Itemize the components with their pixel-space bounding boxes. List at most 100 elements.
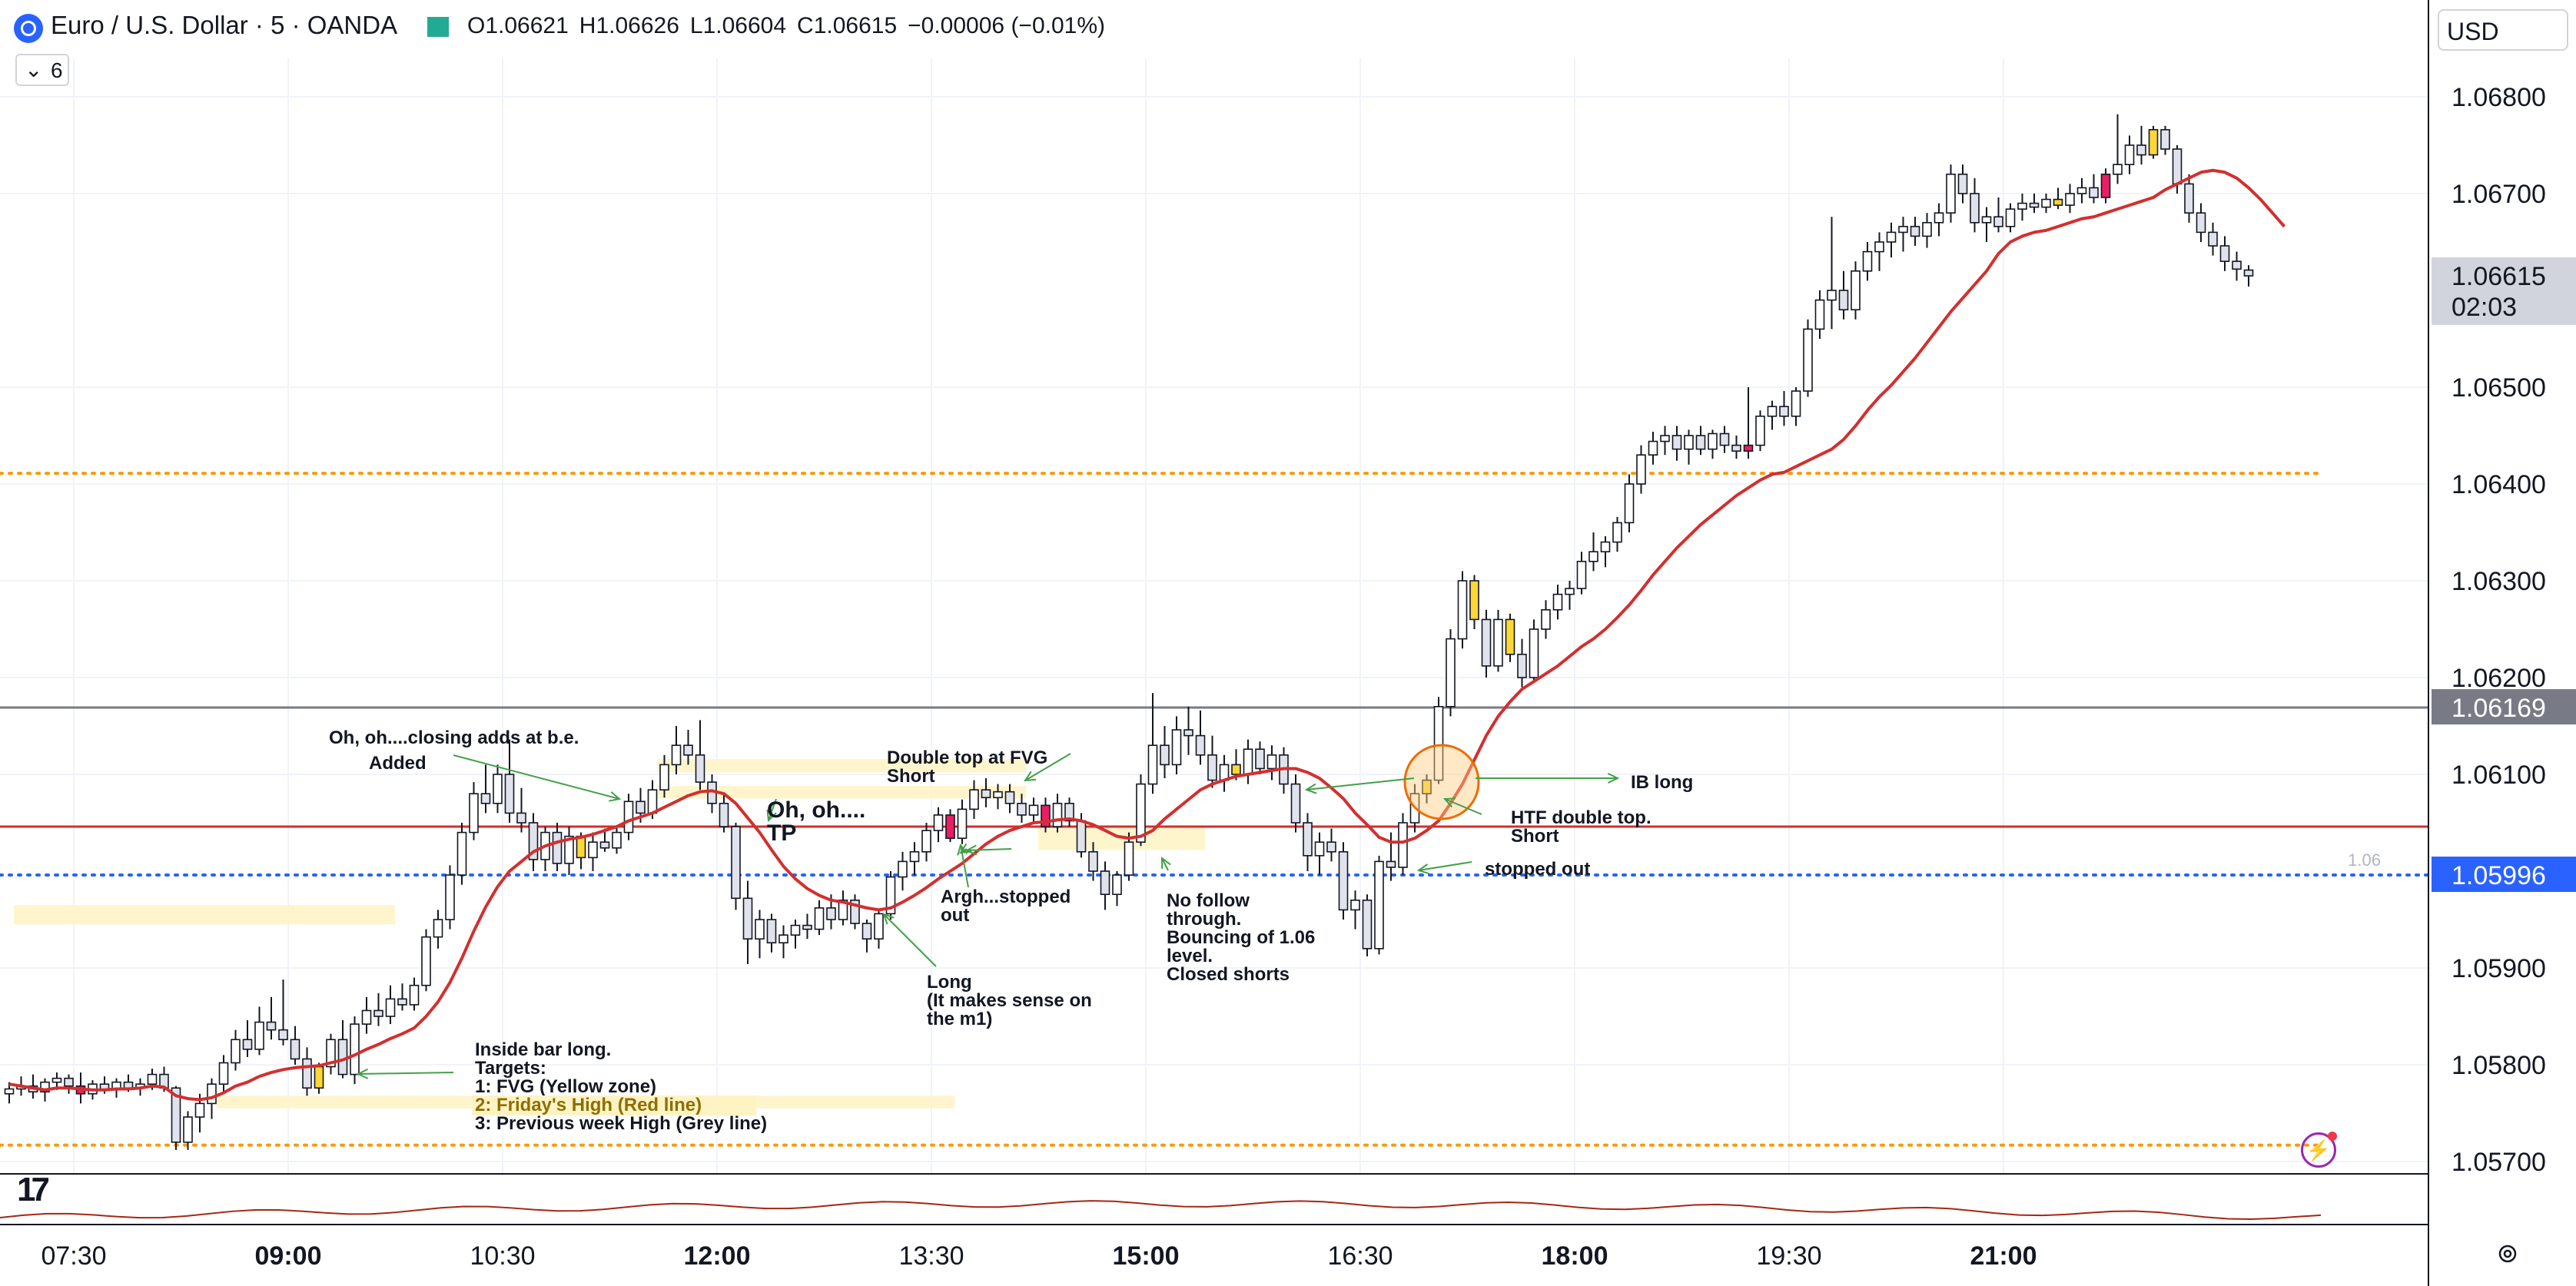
candle-body xyxy=(2219,245,2230,263)
candle xyxy=(1469,575,1479,629)
ohlc-values: O1.06621 H1.06626 L1.06604 C1.06615 −0.00006… xyxy=(467,13,1116,39)
candle xyxy=(695,720,705,790)
candle-body xyxy=(1922,221,1932,237)
annotation-arrow xyxy=(1306,777,1415,790)
candle xyxy=(2160,125,2170,155)
candle-body xyxy=(326,1039,336,1068)
price-tick-label: 1.05700 xyxy=(2452,1148,2546,1177)
symbol-title[interactable]: Euro / U.S. Dollar · 5 · OANDA xyxy=(51,11,398,39)
candle xyxy=(242,1020,253,1057)
candle-body xyxy=(1684,435,1694,450)
candle-body xyxy=(231,1039,241,1064)
candle xyxy=(433,910,443,949)
arrow-head xyxy=(957,843,968,856)
time-axis[interactable]: 07:30 09:00 10:30 12:00 13:30 15:00 16:30 18:00… xyxy=(41,1241,2037,1271)
candle xyxy=(1993,197,2003,233)
price-tick-label: 1.06500 xyxy=(2452,373,2546,403)
candle-body xyxy=(1660,435,1670,442)
candle xyxy=(64,1074,74,1094)
no-follow-note-line: No follow xyxy=(1167,890,1250,911)
no-follow-note-line: through. xyxy=(1167,909,1241,930)
candle-body xyxy=(731,826,741,900)
annotation-arrow xyxy=(960,844,969,888)
candle xyxy=(1041,797,1051,833)
candle xyxy=(1505,613,1515,662)
candle-body xyxy=(778,934,788,944)
ema-line xyxy=(8,168,2286,1102)
candle-body xyxy=(337,1039,348,1076)
annotation-arrow xyxy=(1161,857,1169,871)
candle xyxy=(612,827,622,854)
candle-body xyxy=(1576,560,1587,589)
candle-body xyxy=(1695,435,1706,450)
inside-bar-note-line: Inside bar long. xyxy=(475,1039,611,1060)
candle-body xyxy=(2100,174,2111,198)
arrow-head xyxy=(882,913,895,925)
candle xyxy=(1064,797,1074,827)
candle xyxy=(1362,894,1373,956)
candle-body xyxy=(2124,144,2135,166)
candle-body xyxy=(576,835,586,859)
candle xyxy=(504,739,515,823)
candle-body xyxy=(2232,260,2242,270)
candle-body xyxy=(1303,822,1313,857)
candle xyxy=(766,913,777,953)
price-tick-label: 1.06200 xyxy=(2452,664,2546,693)
candle xyxy=(1957,164,1968,204)
candle-body xyxy=(969,789,979,810)
candle-body xyxy=(1052,803,1063,827)
candle-body xyxy=(612,831,622,849)
candle-body xyxy=(683,744,693,756)
candle xyxy=(969,780,979,819)
candle xyxy=(2005,203,2016,233)
alerts-bolt-icon[interactable]: ⚡ xyxy=(2301,1132,2337,1168)
candle xyxy=(874,910,884,949)
time-tick-label: 12:00 xyxy=(684,1241,751,1271)
arrow-head xyxy=(1416,863,1429,874)
candle-body xyxy=(1493,618,1503,667)
candle-body xyxy=(433,919,443,938)
currency-label: USD xyxy=(2447,18,2499,45)
candle-body xyxy=(1076,820,1087,853)
candle xyxy=(1266,745,1277,781)
ib-circle xyxy=(1403,744,1480,820)
candle xyxy=(1624,474,1635,532)
candle-body xyxy=(421,936,431,986)
candle xyxy=(1719,426,1730,453)
candle-body xyxy=(183,1116,193,1143)
candle xyxy=(1433,697,1444,784)
settings-gear-icon[interactable] xyxy=(2495,1241,2521,1267)
candle xyxy=(1981,207,1992,242)
candle-body xyxy=(1505,618,1515,655)
candle xyxy=(1660,426,1670,456)
candle-body xyxy=(1981,216,1992,224)
price-label: 1.05996 xyxy=(2452,861,2546,890)
candle-body xyxy=(1946,174,1956,214)
candle xyxy=(2065,184,2075,214)
tradingview-logo-icon[interactable]: 17 xyxy=(17,1171,50,1208)
candle-body xyxy=(1671,435,1682,450)
currency-selector[interactable]: USD xyxy=(2438,9,2568,51)
candle xyxy=(885,871,896,920)
stopped-out-note-1-line: Argh...stopped xyxy=(941,887,1071,907)
candle-body xyxy=(564,835,574,864)
candle-body xyxy=(1719,433,1730,446)
candle xyxy=(1838,270,1849,320)
candle-body xyxy=(790,924,801,936)
no-follow-note-line: Closed shorts xyxy=(1167,964,1290,985)
candle xyxy=(1600,536,1611,568)
candle-body xyxy=(1731,444,1741,452)
candle xyxy=(719,794,729,833)
price-label: 1.06169 xyxy=(2452,694,2546,723)
candle xyxy=(1862,242,1873,281)
candle-body xyxy=(1124,841,1134,876)
price-label-bg xyxy=(2432,857,2576,893)
arrow-head xyxy=(356,1068,369,1079)
ohlc-change: −0.00006 (−0.01%) xyxy=(908,13,1106,38)
price-axis[interactable]: 1.06800 1.06700 1.06500 1.06400 1.06300 1.062… xyxy=(2428,0,2576,1286)
candle xyxy=(1708,429,1718,459)
price-label-bg xyxy=(2432,689,2576,725)
indicators-collapse-button[interactable]: ⌄ 6 xyxy=(15,54,69,86)
candle-body xyxy=(1314,841,1325,857)
